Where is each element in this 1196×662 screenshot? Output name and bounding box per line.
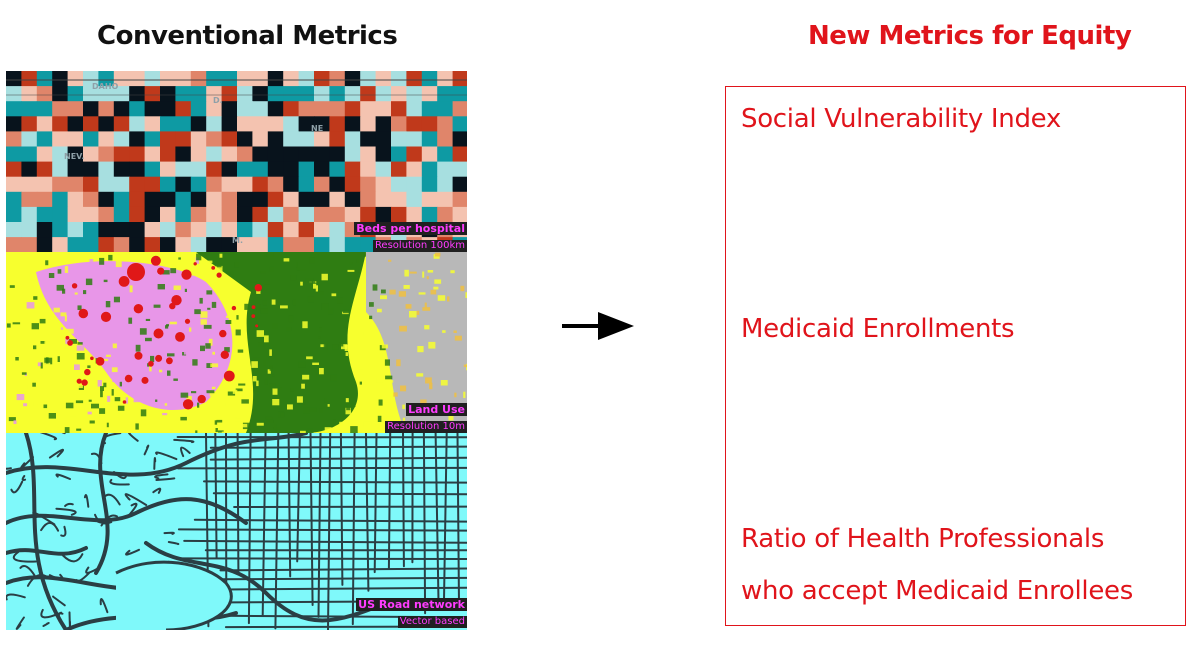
metric-medicaid-enrollments: Medicaid Enrollments [741,303,1015,355]
map-place-label: NEV. [64,152,84,161]
beds-map-title: Beds per hospital [354,222,467,235]
road-map-type: Vector based [397,616,467,628]
beds-grid-graphic: DAHO NEV. D. NE M. [6,71,467,252]
metric-social-vulnerability-index: Social Vulnerability Index [741,93,1061,145]
beds-per-hospital-map: DAHO NEV. D. NE M. Beds per hospital Resolut… [6,71,467,252]
metric-line: Ratio of Health Professionals [741,524,1105,554]
map-place-label: M. [232,236,243,245]
map-place-label: D. [213,96,223,105]
land-map-label: Land Use Resolution 10m [385,400,467,433]
metric-health-professionals-ratio: Ratio of Health Professionals who accept… [741,513,1133,617]
road-network-graphic [6,433,467,630]
metric-line: who accept Medicaid Enrollees [741,576,1133,606]
map-place-label: DAHO [92,82,119,91]
new-metrics-title: New Metrics for Equity [808,21,1132,51]
conventional-metrics-title: Conventional Metrics [97,21,398,51]
right-arrow-icon [562,312,634,340]
beds-map-resolution: Resolution 100km [372,240,467,252]
map-place-label: NE [311,124,323,133]
metric-line: Social Vulnerability Index [741,104,1061,134]
road-map-title: US Road network [356,598,467,611]
new-metrics-box: Social Vulnerability Index Medicaid Enro… [725,86,1186,626]
land-use-graphic [6,252,467,433]
land-use-map: Land Use Resolution 10m [6,252,467,433]
metric-line: Medicaid Enrollments [741,314,1015,344]
land-map-title: Land Use [406,403,467,416]
road-network-map: US Road network Vector based [6,433,467,630]
beds-map-label: Beds per hospital Resolution 100km [354,219,467,252]
land-map-resolution: Resolution 10m [385,421,467,433]
road-map-label: US Road network Vector based [356,595,467,628]
